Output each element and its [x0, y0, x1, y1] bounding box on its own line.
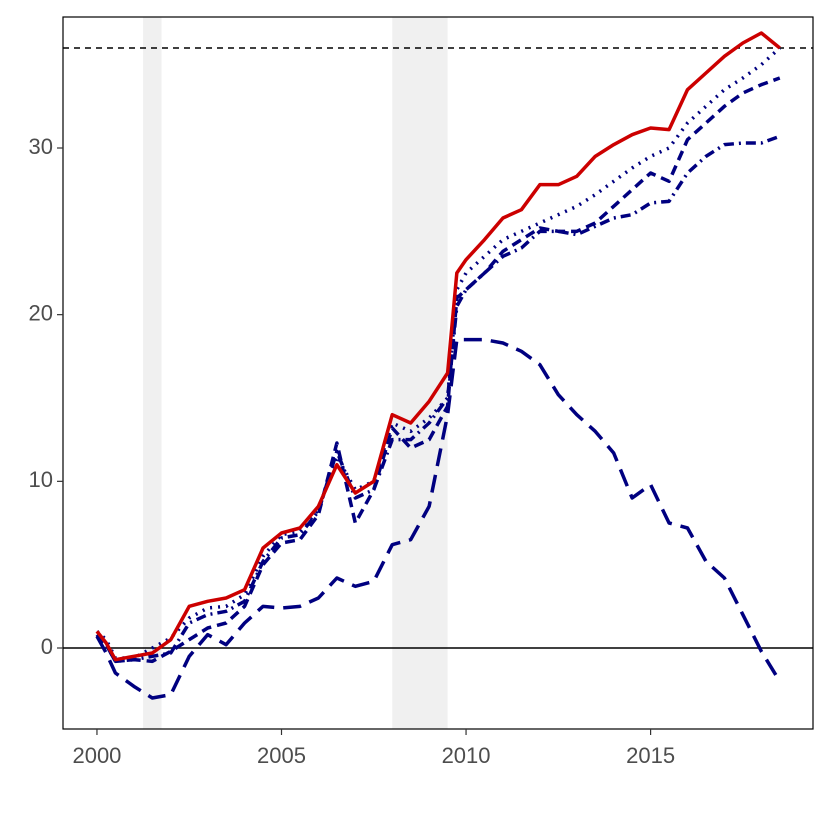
- shaded-range: [392, 17, 448, 729]
- x-tick-label: 2010: [442, 743, 491, 768]
- y-tick-label: 0: [41, 634, 53, 659]
- y-tick-label: 10: [29, 467, 53, 492]
- x-tick-label: 2005: [257, 743, 306, 768]
- plot-border: [62, 16, 814, 730]
- series-line: [95, 31, 781, 662]
- x-tick-label: 2015: [626, 743, 675, 768]
- y-tick-label: 20: [29, 300, 53, 325]
- series-line: [95, 76, 781, 664]
- series-line: [95, 337, 782, 700]
- series-line: [95, 134, 781, 664]
- shaded-range: [143, 17, 162, 729]
- y-tick-label: 30: [29, 134, 53, 159]
- x-tick-label: 2000: [72, 743, 121, 768]
- series-line: [95, 46, 781, 660]
